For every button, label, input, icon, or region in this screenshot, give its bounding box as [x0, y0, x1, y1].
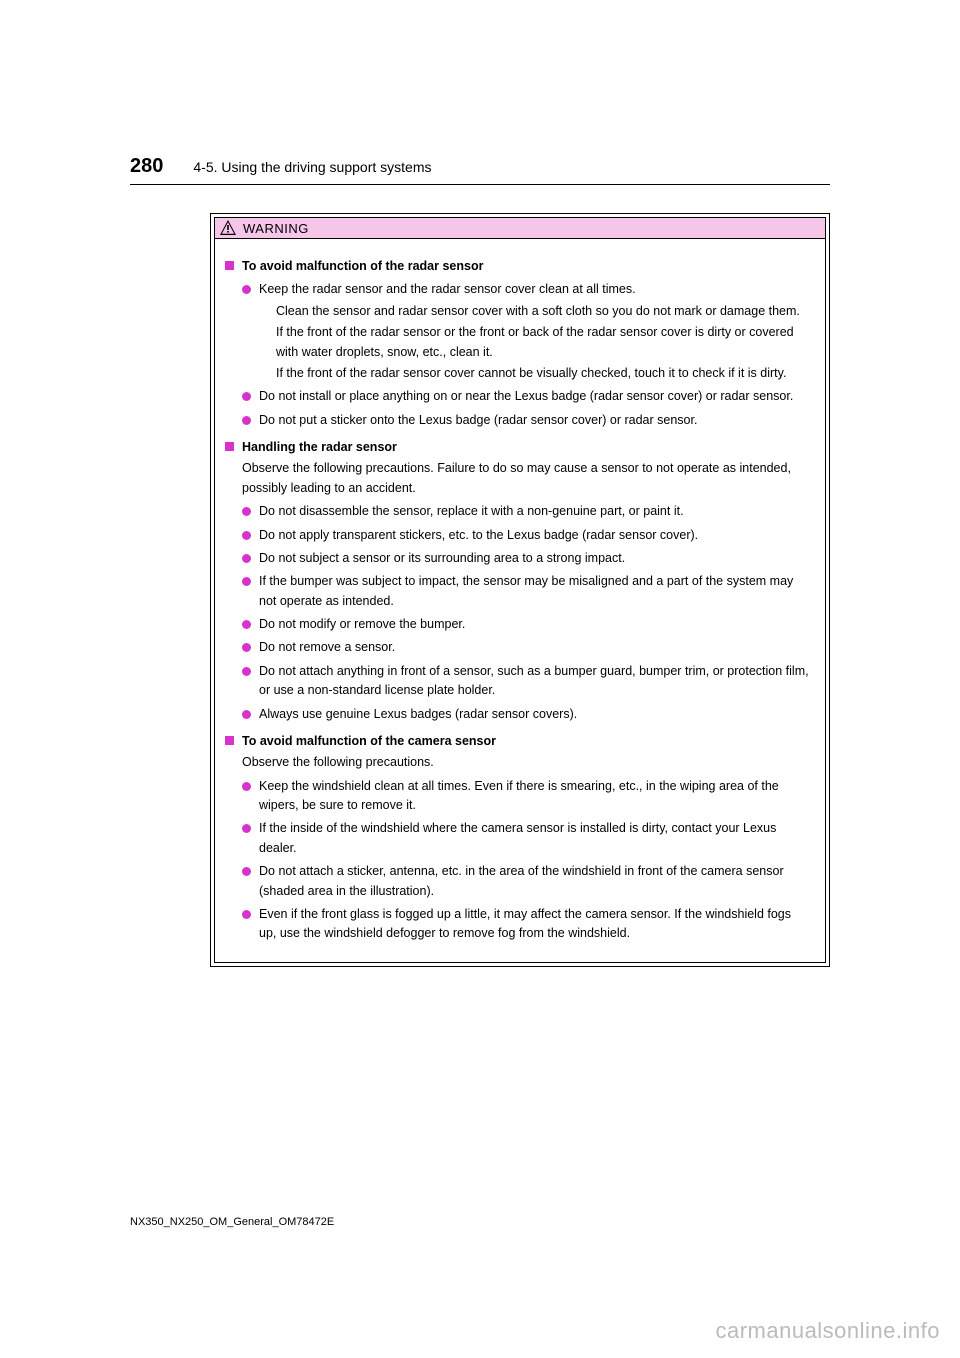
section-head: To avoid malfunction of the radar sensor	[225, 257, 809, 276]
square-bullet-icon	[225, 442, 234, 451]
list-item: Do not install or place anything on or n…	[242, 387, 809, 406]
page-header: 280 4-5. Using the driving support syste…	[130, 155, 830, 185]
bullet-list: Do not disassemble the sensor, replace i…	[242, 502, 809, 724]
bullet-text: Do not subject a sensor or its surroundi…	[259, 549, 809, 568]
list-item: If the inside of the windshield where th…	[242, 819, 809, 858]
list-item: Do not apply transparent stickers, etc. …	[242, 526, 809, 545]
circle-bullet-icon	[242, 910, 251, 919]
list-item: Do not remove a sensor.	[242, 638, 809, 657]
section-title: To avoid malfunction of the radar sensor	[242, 257, 483, 276]
warning-section: To avoid malfunction of the camera senso…	[225, 732, 809, 944]
warning-body: To avoid malfunction of the radar sensor…	[215, 239, 825, 962]
warning-box-inner: WARNING To avoid malfunction of the rada…	[214, 217, 826, 963]
warning-icon	[219, 219, 237, 237]
list-item: Do not disassemble the sensor, replace i…	[242, 502, 809, 521]
list-item: Do not modify or remove the bumper.	[242, 615, 809, 634]
bullet-subtext: Clean the sensor and radar sensor cover …	[276, 302, 809, 321]
circle-bullet-icon	[242, 507, 251, 516]
bullet-text: Keep the radar sensor and the radar sens…	[259, 280, 809, 299]
bullet-list: Keep the windshield clean at all times. …	[242, 777, 809, 944]
circle-bullet-icon	[242, 782, 251, 791]
bullet-text: Do not attach anything in front of a sen…	[259, 662, 809, 701]
section-head: Handling the radar sensor	[225, 438, 809, 457]
circle-bullet-icon	[242, 577, 251, 586]
bullet-text: If the inside of the windshield where th…	[259, 819, 809, 858]
section-intro: Observe the following precautions.	[242, 753, 809, 772]
circle-bullet-icon	[242, 667, 251, 676]
list-item: Do not attach a sticker, antenna, etc. i…	[242, 862, 809, 901]
bullet-text: Keep the windshield clean at all times. …	[259, 777, 809, 816]
warning-section: Handling the radar sensor Observe the fo…	[225, 438, 809, 724]
bullet-text: Do not remove a sensor.	[259, 638, 809, 657]
section-head: To avoid malfunction of the camera senso…	[225, 732, 809, 751]
bullet-text: Even if the front glass is fogged up a l…	[259, 905, 809, 944]
bullet-subtext: If the front of the radar sensor or the …	[276, 323, 809, 362]
square-bullet-icon	[225, 261, 234, 270]
circle-bullet-icon	[242, 643, 251, 652]
warning-label: WARNING	[243, 221, 309, 236]
section-title: To avoid malfunction of the camera senso…	[242, 732, 496, 751]
list-item: Even if the front glass is fogged up a l…	[242, 905, 809, 944]
watermark: carmanualsonline.info	[715, 1318, 940, 1344]
list-item: Do not subject a sensor or its surroundi…	[242, 549, 809, 568]
list-item: Do not put a sticker onto the Lexus badg…	[242, 411, 809, 430]
bullet-text: Always use genuine Lexus badges (radar s…	[259, 705, 809, 724]
list-item: Always use genuine Lexus badges (radar s…	[242, 705, 809, 724]
warning-header: WARNING	[215, 218, 825, 239]
circle-bullet-icon	[242, 824, 251, 833]
circle-bullet-icon	[242, 531, 251, 540]
circle-bullet-icon	[242, 392, 251, 401]
bullet-text: Do not put a sticker onto the Lexus badg…	[259, 411, 809, 430]
list-item: Keep the radar sensor and the radar sens…	[242, 280, 809, 299]
chapter-title: 4-5. Using the driving support systems	[193, 159, 431, 175]
circle-bullet-icon	[242, 867, 251, 876]
square-bullet-icon	[225, 736, 234, 745]
warning-section: To avoid malfunction of the radar sensor…	[225, 257, 809, 430]
list-item: Do not attach anything in front of a sen…	[242, 662, 809, 701]
bullet-text: Do not apply transparent stickers, etc. …	[259, 526, 809, 545]
bullet-subtext: If the front of the radar sensor cover c…	[276, 364, 809, 383]
bullet-text: Do not attach a sticker, antenna, etc. i…	[259, 862, 809, 901]
bullet-text: If the bumper was subject to impact, the…	[259, 572, 809, 611]
list-item: If the bumper was subject to impact, the…	[242, 572, 809, 611]
list-item: Keep the windshield clean at all times. …	[242, 777, 809, 816]
bullet-list: Keep the radar sensor and the radar sens…	[242, 280, 809, 430]
bullet-text: Do not modify or remove the bumper.	[259, 615, 809, 634]
header-left: 280 4-5. Using the driving support syste…	[130, 155, 431, 178]
circle-bullet-icon	[242, 554, 251, 563]
document-code: NX350_NX250_OM_General_OM78472E	[130, 1216, 334, 1228]
circle-bullet-icon	[242, 285, 251, 294]
page-number: 280	[130, 155, 163, 178]
section-intro: Observe the following precautions. Failu…	[242, 459, 809, 498]
circle-bullet-icon	[242, 416, 251, 425]
circle-bullet-icon	[242, 710, 251, 719]
bullet-text: Do not install or place anything on or n…	[259, 387, 809, 406]
section-title: Handling the radar sensor	[242, 438, 397, 457]
circle-bullet-icon	[242, 620, 251, 629]
bullet-text: Do not disassemble the sensor, replace i…	[259, 502, 809, 521]
warning-box: WARNING To avoid malfunction of the rada…	[210, 213, 830, 967]
